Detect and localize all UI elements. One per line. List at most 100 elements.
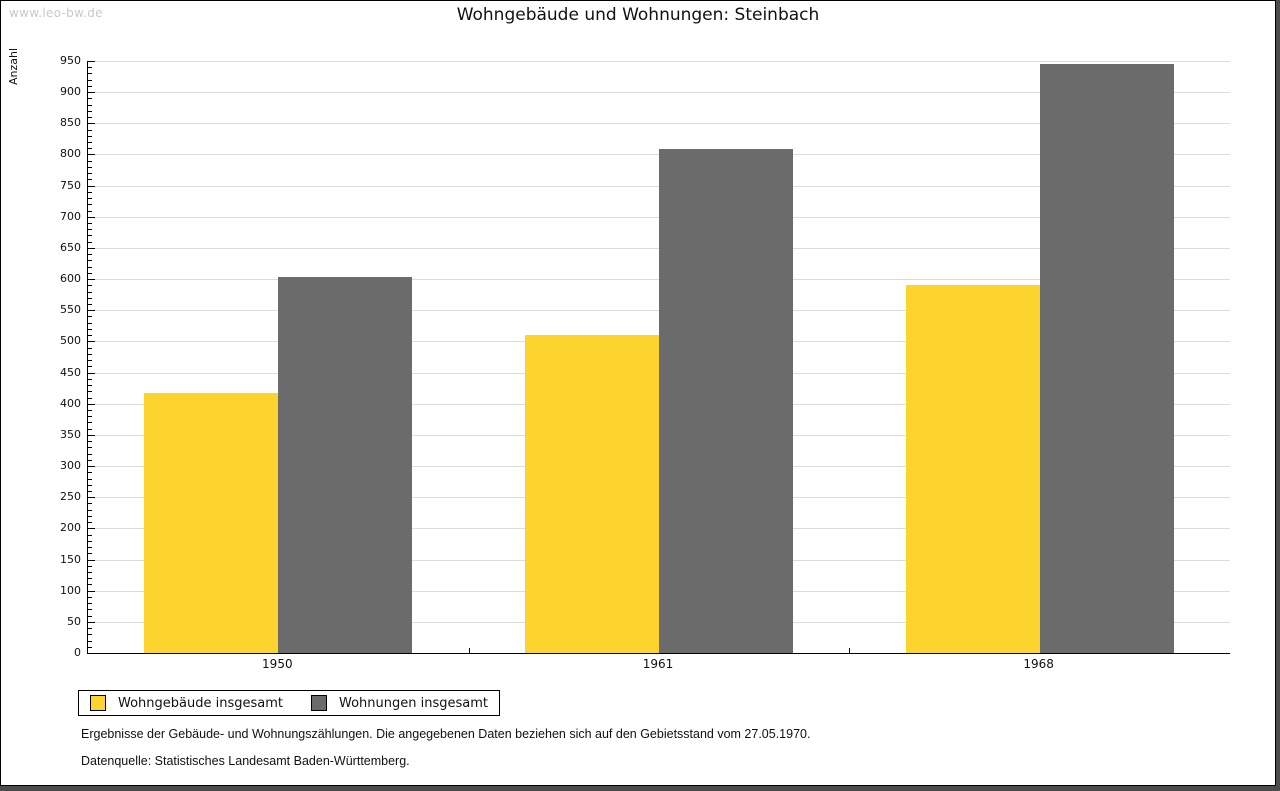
y-minor-tick-110 [88,584,92,586]
bar-wohnungen-1950 [278,277,413,653]
y-minor-tick-470 [88,360,92,362]
y-minor-tick-530 [88,322,92,324]
y-minor-tick-720 [88,204,92,206]
y-minor-tick-40 [88,628,92,630]
y-minor-tick-130 [88,571,92,573]
x-tick-label-1950: 1950 [262,657,293,671]
y-minor-tick-240 [88,503,92,505]
gridline-950 [88,61,1230,62]
y-minor-tick-440 [88,378,92,380]
y-minor-tick-880 [88,104,92,106]
bar-wohngebäude-1961 [525,335,659,653]
y-minor-tick-140 [88,565,92,567]
y-tick-label-150: 150 [60,552,81,566]
bar-wohnungen-1968 [1039,63,1174,653]
y-minor-tick-320 [88,453,92,455]
y-major-tick-750 [88,185,95,187]
y-major-tick-700 [88,216,95,218]
y-tick-label-400: 400 [60,396,81,410]
y-tick-label-850: 850 [60,116,81,130]
y-major-tick-450 [88,372,95,374]
y-minor-tick-510 [88,335,92,337]
x-tick-label-1961: 1961 [642,657,674,671]
legend-label: Wohnungen insgesamt [339,695,488,711]
y-minor-tick-710 [88,210,92,212]
y-minor-tick-20 [88,640,92,642]
y-tick-label-100: 100 [60,583,81,597]
y-tick-label-500: 500 [60,334,81,348]
y-minor-tick-380 [88,416,92,418]
legend: Wohngebäude insgesamt Wohnungen insgesamt [78,690,500,716]
y-major-tick-650 [88,247,95,249]
y-tick-label-800: 800 [60,147,81,161]
legend-item-0: Wohngebäude insgesamt [90,695,283,711]
y-major-tick-100 [88,590,95,592]
x-boundary-tick-2 [849,648,851,653]
y-major-tick-950 [88,61,95,62]
y-minor-tick-180 [88,540,92,542]
legend-swatch-icon [311,695,327,711]
y-minor-tick-410 [88,397,92,399]
y-minor-tick-760 [88,179,92,181]
legend-item-1: Wohnungen insgesamt [311,695,488,711]
y-tick-label-600: 600 [60,272,81,286]
legend-label: Wohngebäude insgesamt [118,695,283,711]
y-minor-tick-540 [88,316,92,318]
y-minor-tick-230 [88,509,92,511]
y-major-tick-550 [88,310,95,312]
y-minor-tick-590 [88,285,92,287]
y-minor-tick-840 [88,129,92,131]
y-minor-tick-790 [88,160,92,162]
y-minor-tick-260 [88,490,92,492]
y-minor-tick-620 [88,266,92,268]
y-minor-tick-120 [88,578,92,580]
gridline-900 [88,92,1230,94]
y-tick-label-300: 300 [60,459,81,473]
y-axis-tick-labels: 0 50 100 150 200 250 300 350 400 450 500 550 600 650 7… [31,55,81,659]
y-tick-label-750: 750 [60,178,81,192]
y-minor-tick-810 [88,148,92,150]
y-minor-tick-310 [88,459,92,461]
y-major-tick-350 [88,434,95,436]
y-minor-tick-830 [88,135,92,137]
y-minor-tick-520 [88,328,92,330]
y-major-tick-300 [88,466,95,468]
y-minor-tick-640 [88,254,92,256]
y-tick-label-200: 200 [60,521,81,535]
y-minor-tick-170 [88,547,92,549]
y-minor-tick-860 [88,117,92,119]
y-minor-tick-10 [88,646,92,648]
y-minor-tick-660 [88,241,92,243]
bar-wohngebäude-1968 [905,285,1040,653]
y-minor-tick-210 [88,522,92,524]
plot-area [87,61,1230,654]
y-axis-label: Anzahl [7,47,20,85]
y-minor-tick-910 [88,85,92,87]
y-minor-tick-770 [88,173,92,175]
y-minor-tick-690 [88,223,92,225]
footnote-line-2: Datenquelle: Statistisches Landesamt Bad… [81,754,410,768]
y-major-tick-0 [88,653,95,654]
y-tick-label-650: 650 [60,240,81,254]
bar-wohnungen-1961 [659,148,793,653]
y-minor-tick-870 [88,110,92,112]
y-minor-tick-580 [88,291,92,293]
y-major-tick-400 [88,403,95,405]
y-minor-tick-160 [88,553,92,555]
x-boundary-tick-1 [468,648,470,653]
y-minor-tick-290 [88,472,92,474]
y-minor-tick-430 [88,385,92,387]
y-major-tick-50 [88,621,95,623]
y-minor-tick-360 [88,428,92,430]
y-minor-tick-930 [88,73,92,75]
y-major-tick-900 [88,92,95,94]
y-major-tick-600 [88,279,95,281]
footnotes: Ergebnisse der Gebäude- und Wohnungszähl… [81,727,1231,781]
y-tick-label-700: 700 [60,209,81,223]
y-minor-tick-340 [88,441,92,443]
y-minor-tick-630 [88,260,92,262]
y-minor-tick-820 [88,142,92,143]
y-minor-tick-920 [88,79,92,81]
y-major-tick-200 [88,528,95,530]
legend-swatch-icon [90,695,106,711]
